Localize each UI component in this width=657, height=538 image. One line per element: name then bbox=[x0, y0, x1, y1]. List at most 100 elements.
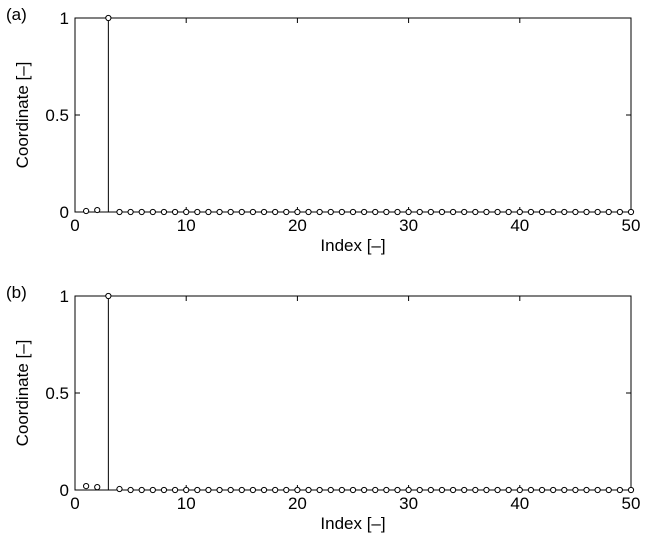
stem-marker bbox=[216, 208, 223, 216]
x-tick-label: 40 bbox=[510, 494, 529, 513]
plot-frame bbox=[74, 17, 632, 213]
stem-marker bbox=[583, 208, 590, 216]
stem-marker bbox=[105, 292, 112, 300]
stem-marker bbox=[305, 486, 312, 494]
stem-marker bbox=[227, 486, 234, 494]
stem-marker bbox=[516, 486, 523, 494]
x-tick-label: 30 bbox=[399, 216, 418, 235]
stem-marker bbox=[427, 208, 434, 216]
stem-marker bbox=[249, 208, 257, 216]
x-tick-label: 20 bbox=[288, 494, 307, 513]
stem-marker bbox=[361, 208, 368, 216]
stem-marker bbox=[216, 486, 223, 494]
stem-marker bbox=[583, 486, 590, 494]
stem-marker bbox=[461, 486, 468, 494]
stem-marker bbox=[94, 206, 101, 214]
stem-marker bbox=[138, 486, 145, 494]
stem-marker bbox=[394, 486, 401, 494]
stem-marker bbox=[205, 486, 212, 494]
y-tick-label: 1 bbox=[60, 287, 69, 306]
stem-marker bbox=[149, 208, 156, 216]
panel-label: (b) bbox=[6, 283, 27, 302]
stem-marker bbox=[516, 208, 523, 216]
stem-marker bbox=[550, 208, 557, 216]
stem-marker bbox=[94, 483, 101, 491]
stem-marker bbox=[605, 486, 612, 494]
stem-marker bbox=[394, 208, 401, 216]
stem-marker bbox=[616, 486, 623, 494]
stem-marker bbox=[316, 208, 323, 216]
x-tick-label: 10 bbox=[177, 216, 196, 235]
stem-marker bbox=[194, 208, 201, 216]
stem-marker bbox=[83, 207, 90, 215]
stem-marker bbox=[427, 486, 434, 494]
stem-marker bbox=[505, 486, 512, 494]
stem-marker bbox=[616, 208, 623, 216]
stem-marker bbox=[294, 486, 301, 494]
stem-marker bbox=[372, 208, 379, 216]
stem-marker bbox=[472, 486, 479, 494]
stem-marker bbox=[383, 208, 390, 216]
x-tick-label: 30 bbox=[399, 494, 418, 513]
stem-marker bbox=[249, 486, 257, 494]
stem-marker bbox=[605, 208, 612, 216]
stem-marker bbox=[283, 486, 290, 494]
stem-marker bbox=[627, 486, 635, 494]
stem-marker bbox=[494, 486, 501, 494]
stem-marker bbox=[449, 208, 457, 216]
stem-marker bbox=[183, 208, 190, 216]
stem-marker bbox=[194, 486, 201, 494]
stem-marker bbox=[483, 486, 490, 494]
stem-marker bbox=[205, 208, 212, 216]
x-tick-label: 0 bbox=[70, 216, 79, 235]
stem-marker bbox=[349, 208, 357, 216]
stem-marker bbox=[472, 208, 479, 216]
stem-marker bbox=[116, 485, 123, 493]
stem-marker bbox=[372, 486, 379, 494]
x-axis-label: Index [–] bbox=[320, 514, 385, 533]
stem-marker bbox=[138, 208, 145, 216]
stem-marker bbox=[272, 208, 279, 216]
stem-marker bbox=[338, 208, 345, 216]
stem-marker bbox=[349, 486, 357, 494]
x-tick-label: 50 bbox=[622, 216, 641, 235]
y-axis-label: Coordinate [–] bbox=[13, 62, 32, 169]
stem-marker bbox=[238, 486, 245, 494]
stem-marker bbox=[316, 486, 323, 494]
stem-marker bbox=[572, 486, 579, 494]
plot-frame bbox=[74, 295, 632, 491]
stem-marker bbox=[438, 208, 446, 216]
stem-marker bbox=[127, 208, 134, 216]
stem-marker bbox=[283, 208, 290, 216]
stem-marker bbox=[527, 486, 535, 494]
stem-marker bbox=[238, 208, 245, 216]
stem-marker bbox=[383, 486, 390, 494]
stem-marker bbox=[594, 208, 601, 216]
stem-marker bbox=[272, 486, 279, 494]
stem-marker bbox=[449, 486, 457, 494]
stem-marker bbox=[160, 208, 168, 216]
stem-marker bbox=[594, 486, 601, 494]
stem-marker bbox=[260, 486, 268, 494]
stem-marker bbox=[338, 486, 345, 494]
stem-marker bbox=[127, 486, 134, 494]
stem-marker bbox=[105, 14, 112, 22]
y-tick-label: 0 bbox=[60, 481, 69, 500]
stem-marker bbox=[550, 486, 557, 494]
y-tick-label: 0.5 bbox=[45, 106, 69, 125]
stem-marker bbox=[494, 208, 501, 216]
x-tick-label: 0 bbox=[70, 494, 79, 513]
panel-label: (a) bbox=[6, 5, 27, 24]
stem-marker bbox=[171, 208, 179, 216]
y-tick-label: 0.5 bbox=[45, 384, 69, 403]
stem-marker bbox=[405, 486, 412, 494]
stem-marker bbox=[171, 486, 179, 494]
stem-marker bbox=[538, 486, 546, 494]
x-tick-label: 10 bbox=[177, 494, 196, 513]
stem-marker bbox=[538, 208, 546, 216]
stem-marker bbox=[561, 486, 568, 494]
stem-marker bbox=[149, 486, 156, 494]
stem-marker bbox=[260, 208, 268, 216]
stem-marker bbox=[561, 208, 568, 216]
